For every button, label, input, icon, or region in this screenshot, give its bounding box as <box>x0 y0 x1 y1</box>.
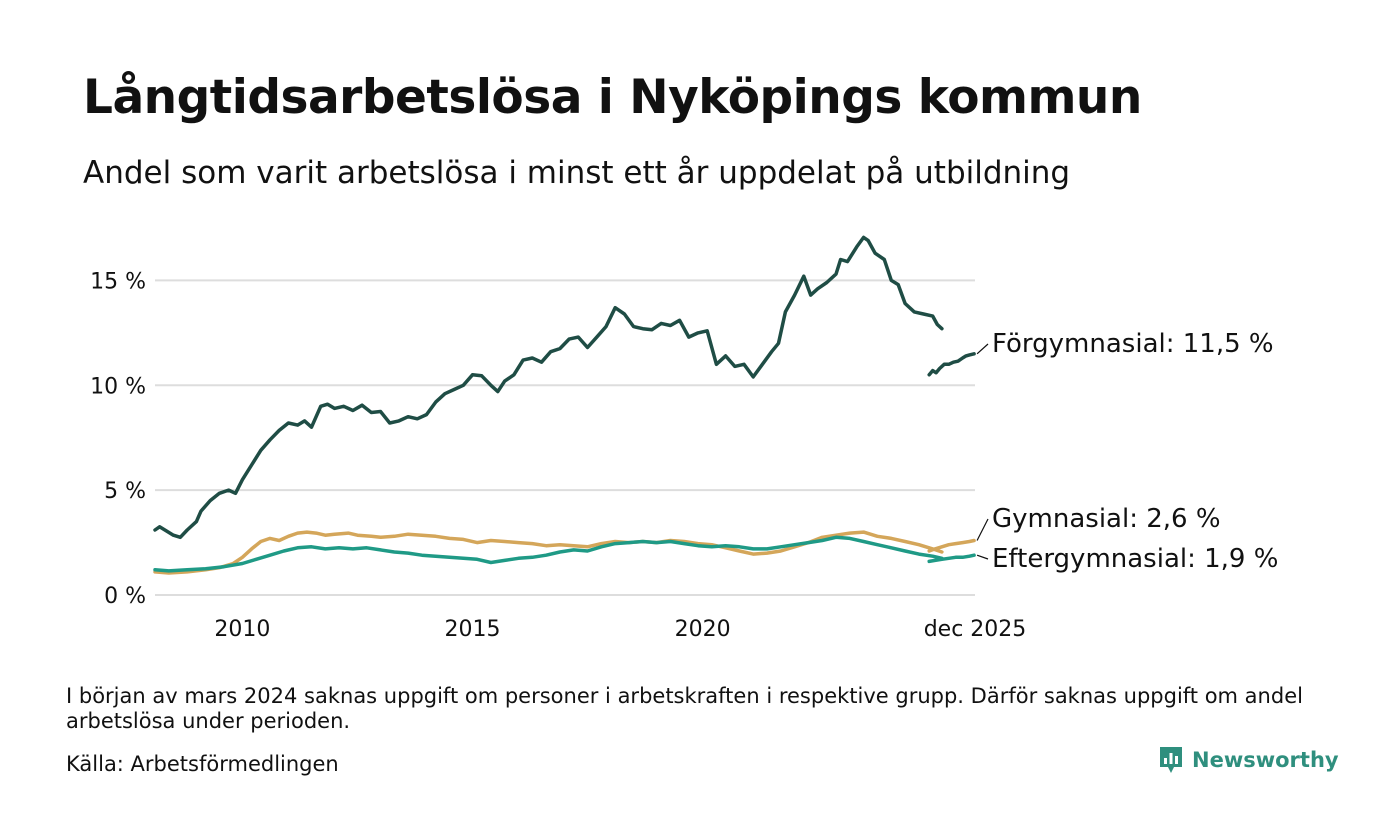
chart-title: Långtidsarbetslösa i Nyköpings kommun <box>83 70 1142 125</box>
grid-lines <box>155 279 975 596</box>
x-axis-ticks: 2010 2015 2020 dec 2025 <box>214 617 1026 642</box>
chart-subtitle: Andel som varit arbetslösa i minst ett å… <box>83 155 1071 191</box>
y-tick-label: 10 % <box>90 374 146 399</box>
source-text: Källa: Arbetsförmedlingen <box>66 752 339 776</box>
series-line-förgymnasial <box>153 235 944 540</box>
end-label-gymnasial: Gymnasial: 2,6 % <box>992 504 1221 534</box>
series-line-gymnasial <box>927 538 976 553</box>
line-chart: 0 % 5 % 10 % 15 % 2010 2015 2020 dec 2025 Förg… <box>90 235 1278 642</box>
newsworthy-logo-icon <box>1160 747 1182 773</box>
series-line-förgymnasial <box>927 352 976 377</box>
end-label-förgymnasial: Förgymnasial: 11,5 % <box>992 329 1274 359</box>
end-labels: Förgymnasial: 11,5 % Gymnasial: 2,6 % Efte… <box>976 329 1278 574</box>
brand-logo[interactable]: Newsworthy <box>1158 745 1339 775</box>
label-leader-line <box>976 518 989 541</box>
x-tick-label: 2015 <box>445 617 501 642</box>
brand-name: Newsworthy <box>1192 748 1339 772</box>
y-tick-label: 15 % <box>90 269 146 294</box>
x-tick-label: dec 2025 <box>924 617 1027 642</box>
label-leader-line <box>976 554 989 560</box>
series-line-eftergymnasial <box>927 553 976 564</box>
label-leader-line <box>976 343 989 355</box>
footnote: I början av mars 2024 saknas uppgift om … <box>66 684 1303 733</box>
y-tick-label: 5 % <box>104 479 146 504</box>
series-lines <box>153 235 976 575</box>
series-line-eftergymnasial <box>153 535 944 573</box>
y-axis-ticks: 0 % 5 % 10 % 15 % <box>90 269 146 609</box>
x-tick-label: 2020 <box>675 617 731 642</box>
x-tick-label: 2010 <box>214 617 270 642</box>
y-tick-label: 0 % <box>104 584 146 609</box>
end-label-eftergymnasial: Eftergymnasial: 1,9 % <box>992 544 1278 574</box>
